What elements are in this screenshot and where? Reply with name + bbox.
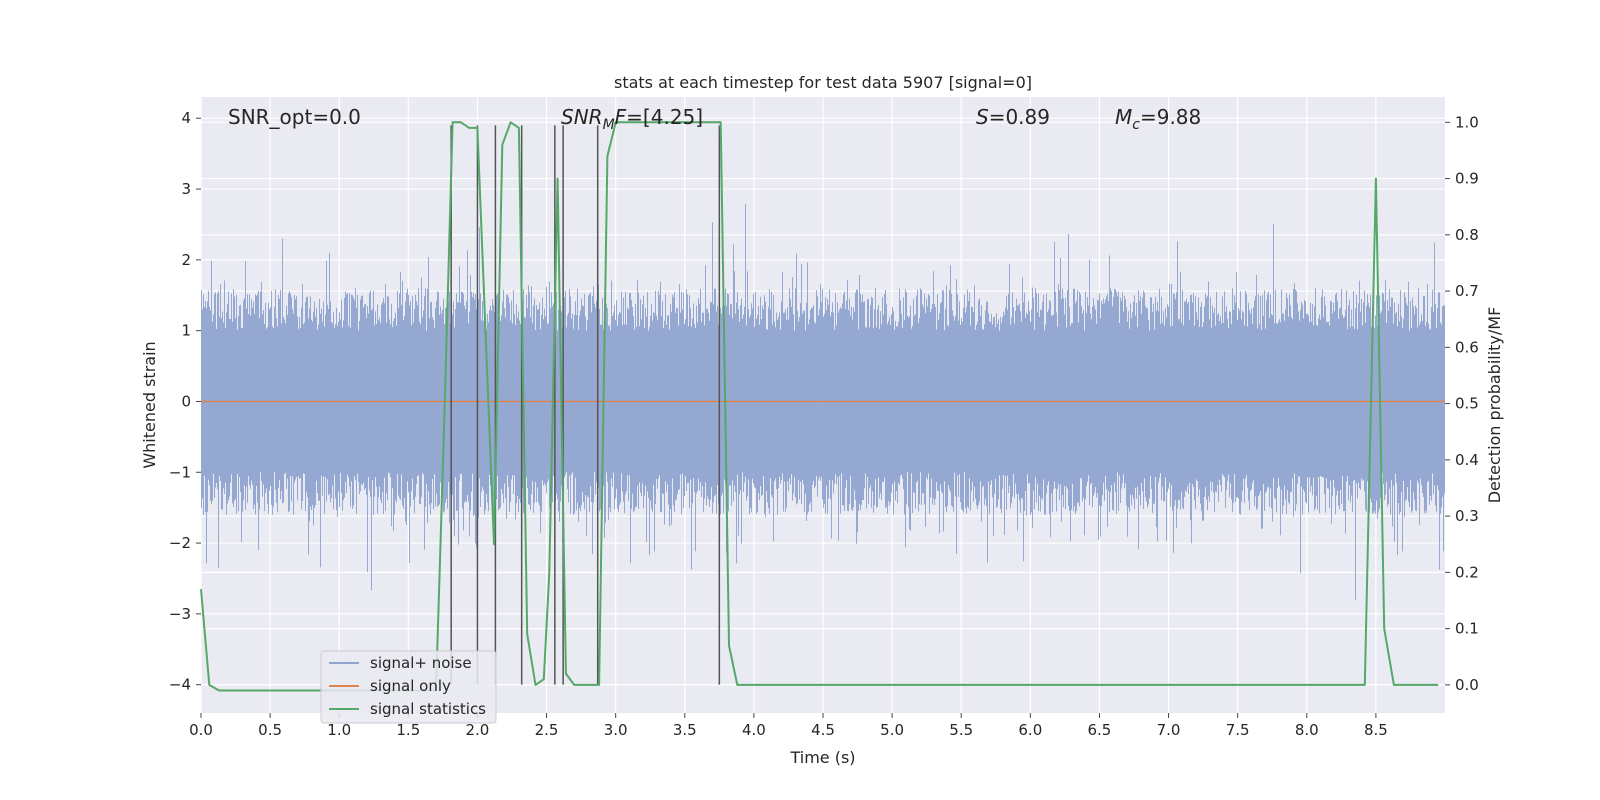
y-left-tick-labels: 4 3 2 1 0 −1 −2 −3 −4 (169, 109, 201, 694)
annotation-mc-value: =9.88 (1140, 105, 1201, 129)
y-right-tick-label: 0.1 (1455, 620, 1479, 638)
y-left-tick-label: −2 (169, 534, 191, 552)
annotation-snr-opt: SNR_opt=0.0 (228, 105, 361, 129)
annotation-mc: Mc=9.88 (1115, 105, 1201, 133)
annotation-snr-mf-rest: F (615, 105, 627, 129)
y-right-tick-label: 0.6 (1455, 338, 1479, 356)
annotation-snr-mf: SNRMF=[4.25] (561, 105, 703, 133)
x-axis-label: Time (s) (789, 748, 855, 767)
y-right-tick-label: 0.7 (1455, 282, 1479, 300)
vertical-markers (450, 125, 721, 685)
chart-title: stats at each timestep for test data 590… (614, 73, 1032, 92)
x-tick-label: 4.5 (811, 721, 835, 739)
annotation-s-value: =0.89 (989, 105, 1050, 129)
annotation-s-main: S (976, 105, 989, 129)
y-left-tick-label: 0 (181, 392, 191, 410)
x-tick-label: 6.5 (1088, 721, 1112, 739)
legend-label-statistics: signal statistics (370, 700, 486, 718)
x-tick-label: 1.0 (327, 721, 351, 739)
x-tick-label: 8.5 (1364, 721, 1388, 739)
y-left-tick-label: −4 (169, 676, 191, 694)
x-tick-label: 8.0 (1295, 721, 1319, 739)
series-signal-statistics (200, 121, 1439, 692)
y-axis-label-left: Whitened strain (140, 341, 159, 468)
x-tick-label: 3.0 (604, 721, 628, 739)
x-tick-label: 6.0 (1018, 721, 1042, 739)
x-tick-labels: 0.0 0.5 1.0 1.5 2.0 2.5 3.0 3.5 4.0 4.5 5.0 5.5 6.0 6… (189, 713, 1388, 739)
x-tick-label: 7.0 (1157, 721, 1181, 739)
y-right-tick-label: 0.4 (1455, 451, 1479, 469)
x-tick-label: 4.0 (742, 721, 766, 739)
x-tick-label: 2.5 (535, 721, 559, 739)
x-tick-label: 5.0 (880, 721, 904, 739)
annotation-s: S=0.89 (976, 105, 1050, 129)
statistics-line (200, 121, 1439, 692)
annotation-mc-main: M (1115, 105, 1132, 129)
y-right-tick-label: 0.0 (1455, 676, 1479, 694)
annotation-snr-mf-main: SNR (561, 105, 603, 129)
y-right-tick-label: 0.8 (1455, 226, 1479, 244)
legend-label-signal-only: signal only (370, 677, 451, 695)
y-right-tick-label: 0.3 (1455, 507, 1479, 525)
legend-box (320, 650, 497, 724)
y-left-tick-label: 1 (181, 322, 191, 340)
y-left-tick-label: −1 (169, 463, 191, 481)
annotation-snr-mf-value: =[4.25] (626, 105, 703, 129)
y-right-tick-label: 0.9 (1455, 170, 1479, 188)
legend-label-noise: signal+ noise (370, 654, 472, 672)
x-tick-label: 5.5 (949, 721, 973, 739)
x-tick-label: 2.0 (466, 721, 490, 739)
y-left-tick-label: 3 (181, 180, 191, 198)
y-left-tick-label: 2 (181, 251, 191, 269)
y-right-tick-label: 1.0 (1455, 113, 1479, 131)
x-tick-label: 0.0 (189, 721, 213, 739)
x-tick-label: 0.5 (258, 721, 282, 739)
legend: signal+ noise signal only signal statist… (320, 650, 497, 724)
x-tick-label: 1.5 (396, 721, 420, 739)
y-left-tick-label: 4 (181, 109, 191, 127)
x-tick-label: 7.5 (1226, 721, 1250, 739)
y-right-tick-label: 0.5 (1455, 395, 1479, 413)
y-right-tick-label: 0.2 (1455, 563, 1479, 581)
x-tick-label: 3.5 (673, 721, 697, 739)
y-right-tick-labels: 1.0 0.9 0.8 0.7 0.6 0.5 0.4 0.3 0.2 0.1 0.0 (1445, 113, 1479, 694)
y-axis-label-right: Detection probability/MF (1485, 307, 1504, 504)
annotation-mc-sub: c (1132, 117, 1140, 133)
annotation-snr-mf-sub: M (603, 117, 615, 133)
y-left-tick-label: −3 (169, 605, 191, 623)
